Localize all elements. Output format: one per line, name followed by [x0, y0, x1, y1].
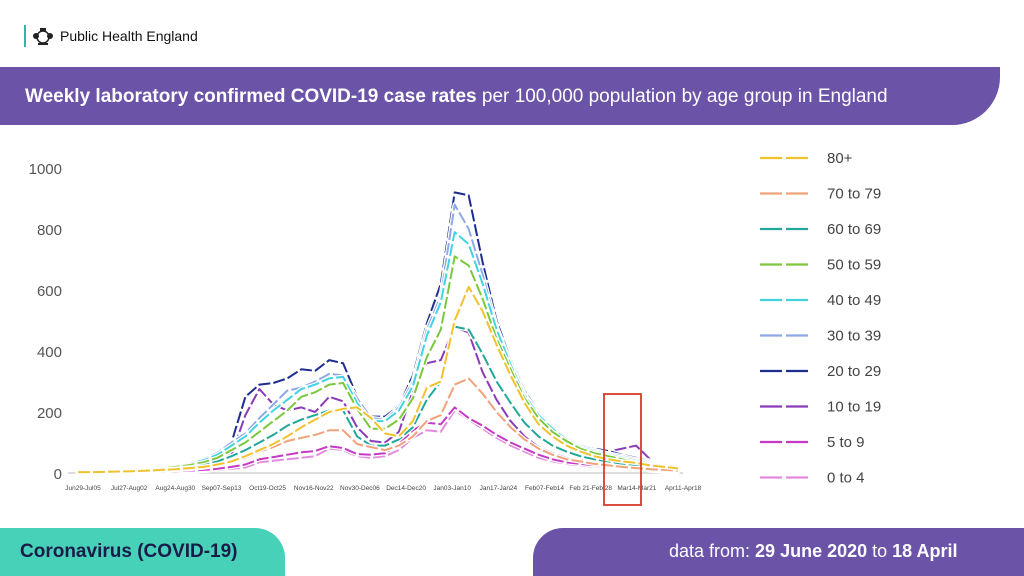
x-tick-label: Nov30-Dec06 [340, 485, 380, 492]
x-tick-label: Aug24-Aug30 [155, 485, 195, 492]
chart-title-rest: per 100,000 population by age group in E… [476, 86, 888, 107]
date-range: data from: 29 June 2020 to 18 April [669, 541, 958, 562]
series-line-halo-30 to 39 [75, 202, 681, 475]
date-range-mid: to [867, 541, 893, 561]
date-range-end: 18 April [892, 541, 958, 561]
y-tick-label: 200 [37, 405, 62, 422]
chart-title-bold: Weekly laboratory confirmed COVID-19 cas… [25, 86, 477, 107]
title-banner [0, 67, 1000, 125]
series-line-80+ [78, 285, 679, 474]
series-line-30 to 39 [78, 203, 679, 473]
x-tick-label: Mar14-Mar21 [617, 485, 656, 492]
legend-label: 0 to 4 [827, 470, 865, 487]
x-tick-label: Oct19-Oct25 [249, 485, 286, 492]
x-tick-label: Nov16-Nov22 [294, 485, 334, 492]
legend-label: 50 to 59 [827, 257, 881, 274]
legend-label: 80+ [827, 150, 853, 167]
legend-label: 5 to 9 [827, 434, 865, 451]
chart-title: Weekly laboratory confirmed COVID-19 cas… [25, 86, 888, 108]
x-tick-label: Jan03-Jan10 [433, 485, 471, 492]
logo-accent-bar [24, 25, 26, 47]
date-range-start: 29 June 2020 [755, 541, 868, 561]
x-tick-label: Jul27-Aug02 [111, 485, 148, 492]
legend-label: 40 to 49 [827, 292, 881, 309]
y-tick-label: 800 [37, 222, 62, 239]
x-tick-label: Feb 21-Feb 28 [569, 485, 612, 492]
x-tick-label: Feb07-Feb14 [525, 485, 564, 492]
legend-label: 60 to 69 [827, 221, 881, 238]
legend-label: 30 to 39 [827, 328, 881, 345]
org-name: Public Health England [60, 28, 198, 44]
legend-label: 10 to 19 [827, 399, 881, 416]
x-tick-label: Dec14-Dec20 [386, 485, 426, 492]
legend-label: 20 to 29 [827, 363, 881, 380]
series-line-halo-40 to 49 [75, 229, 681, 475]
x-tick-label: Jun29-Jul05 [65, 485, 101, 492]
highlight-box [603, 393, 642, 506]
series-line-40 to 49 [78, 231, 679, 473]
topic-banner [0, 528, 285, 576]
y-tick-label: 600 [37, 283, 62, 300]
topic-label: Coronavirus (COVID-19) [20, 541, 238, 562]
legend-label: 70 to 79 [827, 186, 881, 203]
y-tick-label: 1000 [29, 161, 62, 178]
phe-logo: Public Health England [24, 24, 198, 48]
x-tick-label: Apr11-Apr18 [665, 485, 702, 492]
date-range-prefix: data from: [669, 541, 756, 561]
royal-crest-icon [33, 28, 53, 45]
y-tick-label: 0 [54, 466, 62, 483]
y-tick-label: 400 [37, 344, 62, 361]
x-tick-label: Jan17-Jan24 [480, 485, 518, 492]
x-tick-label: Sep07-Sep13 [202, 485, 242, 492]
date-range-banner [533, 528, 1024, 576]
